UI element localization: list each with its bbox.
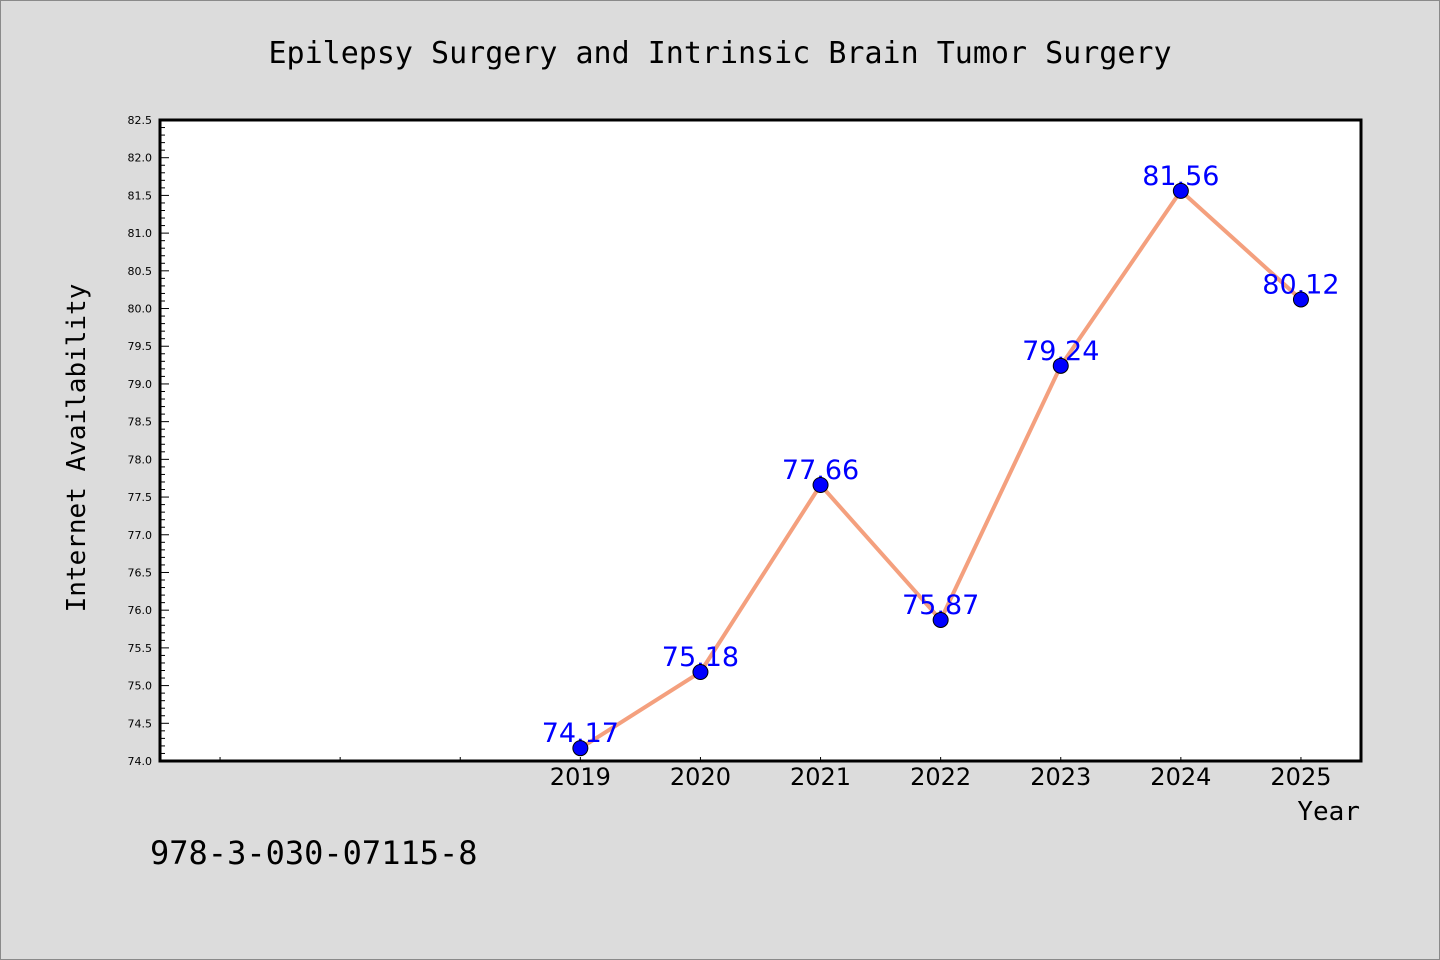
y-tick-label: 81.0 [128,227,153,240]
data-point [932,611,949,628]
chart-title: Epilepsy Surgery and Intrinsic Brain Tum… [268,36,1171,71]
y-tick-label: 77.0 [128,529,153,542]
x-tick-label: 2023 [1030,763,1091,791]
y-tick-label: 80.0 [128,303,153,316]
x-axis-title: Year [1297,797,1360,827]
y-tick-label: 82.5 [128,114,153,127]
x-tick-label: 2025 [1270,763,1331,791]
x-tick-label: 2021 [790,763,851,791]
x-tick-label: 2022 [910,763,971,791]
data-point [1052,357,1069,374]
y-tick-label: 75.5 [128,642,153,655]
data-point [572,740,589,757]
x-tick-label: 2020 [670,763,731,791]
data-point [692,664,709,681]
y-tick-label: 78.5 [128,416,153,429]
y-tick-label: 74.0 [128,755,153,768]
y-tick-label: 79.0 [128,378,153,391]
y-tick-label: 75.0 [128,680,153,693]
y-tick-label: 76.5 [128,566,153,579]
isbn-text: 978-3-030-07115-8 [150,834,478,872]
x-tick-label: 2019 [550,763,611,791]
y-tick-label: 78.0 [128,453,153,466]
y-tick-label: 81.5 [128,189,153,202]
y-tick-label: 76.0 [128,604,153,617]
plot-area [158,118,1363,763]
y-tick-label: 77.5 [128,491,153,504]
y-tick-label: 82.0 [128,152,153,165]
y-tick-label: 74.5 [128,717,153,730]
y-tick-label: 79.5 [128,340,153,353]
x-axis: 2019 2020 2021 2022 2023 2024 2025 [219,757,1331,791]
data-point [1172,182,1189,199]
y-axis: 74.0 74.5 75.0 75.5 76.0 76.5 77.0 77.5 78.0 78.5… [128,114,169,768]
y-axis-title: Internet Availability [62,284,92,613]
x-tick-label: 2024 [1150,763,1211,791]
y-tick-label: 80.5 [128,265,153,278]
data-point [1292,291,1309,308]
data-point [812,476,829,493]
